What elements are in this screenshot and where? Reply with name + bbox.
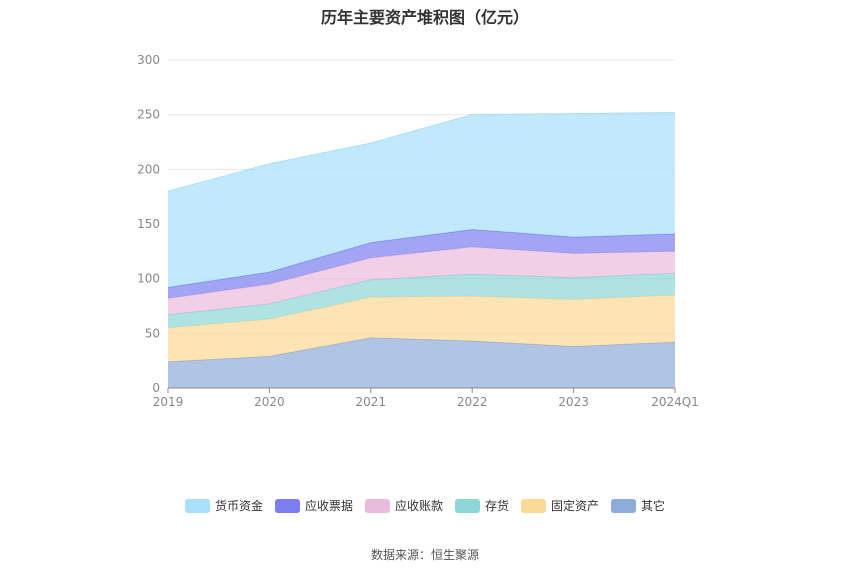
legend-swatch bbox=[521, 499, 546, 513]
chart-title: 历年主要资产堆积图（亿元） bbox=[320, 8, 529, 27]
x-tick-label: 2019 bbox=[153, 395, 184, 409]
legend-label: 应收账款 bbox=[395, 498, 443, 513]
y-tick-label: 150 bbox=[137, 217, 160, 231]
y-tick-label: 200 bbox=[137, 162, 160, 176]
x-tick-label: 2024Q1 bbox=[651, 395, 699, 409]
area-存货 bbox=[168, 273, 675, 328]
legend-item-应收票据[interactable]: 应收票据 bbox=[275, 498, 353, 513]
legend-label: 货币资金 bbox=[215, 498, 263, 513]
area-固定资产 bbox=[168, 295, 675, 362]
area-line-应收票据 bbox=[167, 228, 676, 288]
y-tick-label: 100 bbox=[137, 272, 160, 286]
legend-swatch bbox=[365, 499, 390, 513]
area-line-货币资金 bbox=[167, 111, 676, 192]
legend-swatch bbox=[611, 499, 636, 513]
x-tick-label: 2021 bbox=[356, 395, 387, 409]
legend-swatch bbox=[275, 499, 300, 513]
y-tick-label: 50 bbox=[145, 326, 160, 340]
x-tick-label: 2020 bbox=[254, 395, 285, 409]
legend-swatch bbox=[185, 499, 210, 513]
axis-layer: 0 50 100 150 200 250 300 2019 2020 2021 2022 2023 20… bbox=[137, 53, 699, 409]
legend: 货币资金 应收票据 应收账款 存货 固定资产 其它 bbox=[185, 498, 665, 513]
legend-label: 应收票据 bbox=[305, 498, 353, 513]
area-layer bbox=[167, 111, 676, 388]
legend-item-固定资产[interactable]: 固定资产 bbox=[521, 498, 599, 513]
area-其它 bbox=[168, 337, 675, 388]
x-tick-label: 2023 bbox=[558, 395, 589, 409]
y-tick-label: 250 bbox=[137, 108, 160, 122]
legend-swatch bbox=[455, 499, 480, 513]
area-应收账款 bbox=[168, 246, 675, 315]
legend-item-存货[interactable]: 存货 bbox=[455, 498, 509, 513]
area-货币资金 bbox=[168, 112, 675, 288]
y-tick-label: 300 bbox=[137, 53, 160, 67]
legend-item-应收账款[interactable]: 应收账款 bbox=[365, 498, 443, 513]
legend-item-货币资金[interactable]: 货币资金 bbox=[185, 498, 263, 513]
area-应收票据 bbox=[168, 229, 675, 299]
legend-label: 其它 bbox=[641, 498, 665, 513]
data-source: 数据来源：恒生聚源 bbox=[370, 548, 479, 562]
legend-label: 存货 bbox=[485, 498, 509, 513]
y-tick-label: 0 bbox=[152, 381, 160, 395]
x-tick-label: 2022 bbox=[457, 395, 488, 409]
legend-label: 固定资产 bbox=[551, 498, 599, 513]
legend-item-其它[interactable]: 其它 bbox=[611, 498, 665, 513]
